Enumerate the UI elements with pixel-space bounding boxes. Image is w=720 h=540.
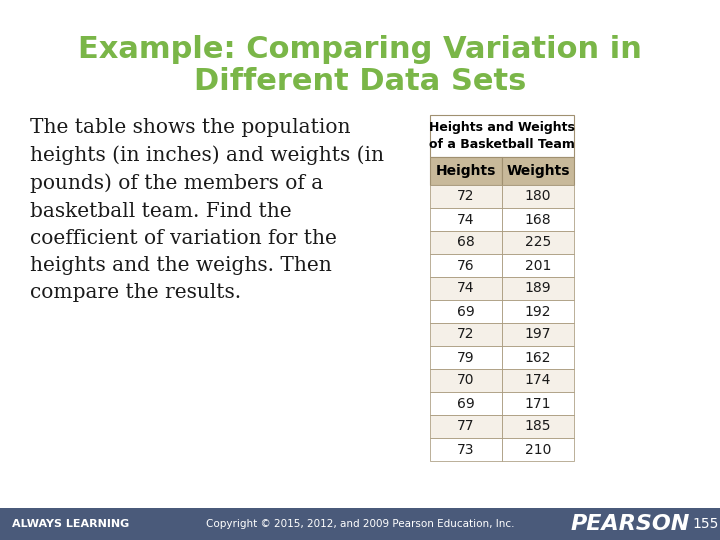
- FancyBboxPatch shape: [430, 254, 502, 277]
- Text: 69: 69: [457, 396, 475, 410]
- Text: 180: 180: [525, 190, 552, 204]
- Text: 225: 225: [525, 235, 551, 249]
- FancyBboxPatch shape: [430, 185, 502, 208]
- FancyBboxPatch shape: [430, 392, 502, 415]
- Text: 76: 76: [457, 259, 474, 273]
- FancyBboxPatch shape: [430, 115, 574, 157]
- Text: 73: 73: [457, 442, 474, 456]
- FancyBboxPatch shape: [502, 323, 574, 346]
- Text: 192: 192: [525, 305, 552, 319]
- Text: 185: 185: [525, 420, 552, 434]
- FancyBboxPatch shape: [430, 438, 502, 461]
- Text: Copyright © 2015, 2012, and 2009 Pearson Education, Inc.: Copyright © 2015, 2012, and 2009 Pearson…: [206, 519, 514, 529]
- Text: The table shows the population
heights (in inches) and weights (in
pounds) of th: The table shows the population heights (…: [30, 118, 384, 302]
- Text: 171: 171: [525, 396, 552, 410]
- FancyBboxPatch shape: [502, 157, 574, 185]
- Text: 72: 72: [457, 327, 474, 341]
- FancyBboxPatch shape: [502, 415, 574, 438]
- Text: Example: Comparing Variation in: Example: Comparing Variation in: [78, 36, 642, 64]
- FancyBboxPatch shape: [430, 277, 502, 300]
- FancyBboxPatch shape: [502, 392, 574, 415]
- FancyBboxPatch shape: [430, 300, 502, 323]
- FancyBboxPatch shape: [502, 346, 574, 369]
- FancyBboxPatch shape: [430, 231, 502, 254]
- Text: 189: 189: [525, 281, 552, 295]
- Text: Heights and Weights
of a Basketball Team: Heights and Weights of a Basketball Team: [429, 121, 575, 151]
- Text: 77: 77: [457, 420, 474, 434]
- Text: 210: 210: [525, 442, 552, 456]
- FancyBboxPatch shape: [502, 208, 574, 231]
- FancyBboxPatch shape: [502, 300, 574, 323]
- Text: 79: 79: [457, 350, 474, 365]
- FancyBboxPatch shape: [502, 231, 574, 254]
- FancyBboxPatch shape: [502, 277, 574, 300]
- FancyBboxPatch shape: [430, 369, 502, 392]
- Text: PEARSON: PEARSON: [570, 514, 690, 534]
- FancyBboxPatch shape: [502, 438, 574, 461]
- FancyBboxPatch shape: [0, 508, 720, 540]
- Text: 197: 197: [525, 327, 552, 341]
- Text: 201: 201: [525, 259, 552, 273]
- Text: 168: 168: [525, 213, 552, 226]
- Text: ALWAYS LEARNING: ALWAYS LEARNING: [12, 519, 130, 529]
- Text: Heights: Heights: [436, 164, 496, 178]
- Text: Weights: Weights: [506, 164, 570, 178]
- Text: 74: 74: [457, 213, 474, 226]
- FancyBboxPatch shape: [502, 254, 574, 277]
- Text: 155: 155: [693, 517, 719, 531]
- Text: 72: 72: [457, 190, 474, 204]
- FancyBboxPatch shape: [502, 369, 574, 392]
- FancyBboxPatch shape: [430, 346, 502, 369]
- Text: 174: 174: [525, 374, 552, 388]
- FancyBboxPatch shape: [430, 323, 502, 346]
- Text: Different Data Sets: Different Data Sets: [194, 68, 526, 97]
- Text: 69: 69: [457, 305, 475, 319]
- Text: 74: 74: [457, 281, 474, 295]
- FancyBboxPatch shape: [430, 208, 502, 231]
- Text: 70: 70: [457, 374, 474, 388]
- FancyBboxPatch shape: [430, 157, 502, 185]
- Text: 162: 162: [525, 350, 552, 365]
- FancyBboxPatch shape: [502, 185, 574, 208]
- Text: 68: 68: [457, 235, 475, 249]
- FancyBboxPatch shape: [430, 415, 502, 438]
